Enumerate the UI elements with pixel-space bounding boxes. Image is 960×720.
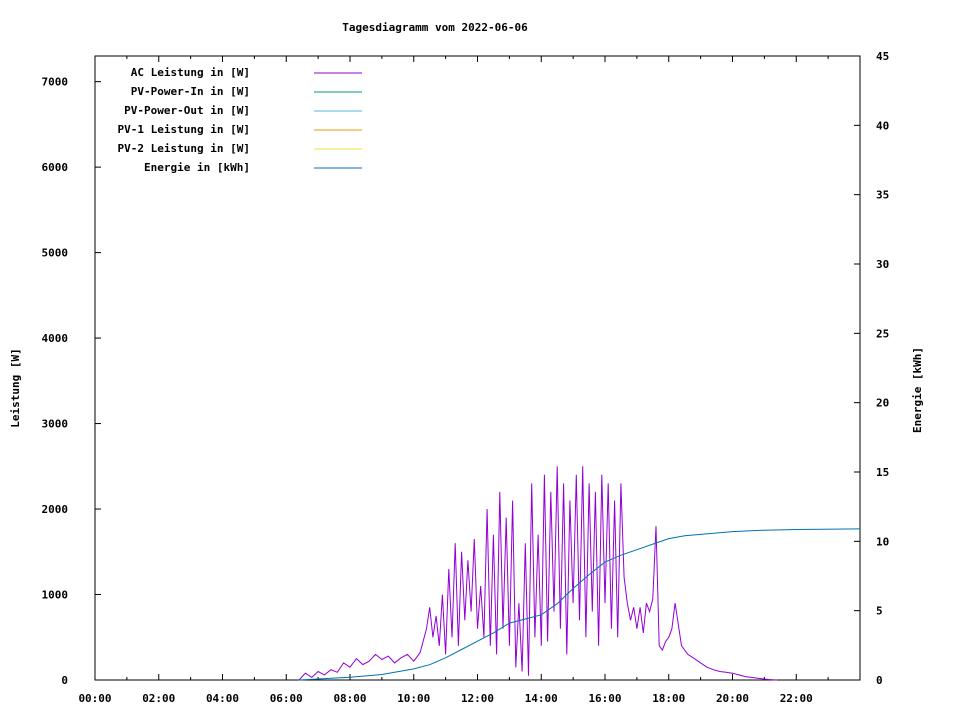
y-axis-right: 0 5 10 15 20 25 30 35 40 45 bbox=[854, 50, 889, 687]
y2-tick-label: 35 bbox=[876, 189, 889, 202]
x-tick-label: 06:00 bbox=[270, 692, 303, 705]
legend-label: PV-1 Leistung in [W] bbox=[118, 123, 250, 136]
y2-tick-label: 45 bbox=[876, 50, 889, 63]
y-tick-label: 7000 bbox=[42, 76, 69, 89]
legend-label: AC Leistung in [W] bbox=[131, 66, 250, 79]
y2-axis-label: Energie [kWh] bbox=[911, 347, 924, 433]
y-axis-left: 0 1000 2000 3000 4000 5000 6000 7000 bbox=[42, 76, 101, 687]
y2-tick-label: 30 bbox=[876, 258, 889, 271]
x-axis: 00:00 02:00 04:00 06:00 08:00 10:00 12:00 14:00… bbox=[78, 56, 861, 705]
y-tick-label: 3000 bbox=[42, 418, 69, 431]
y-axis-label: Leistung [W] bbox=[9, 348, 22, 427]
y2-tick-label: 25 bbox=[876, 327, 889, 340]
chart-title: Tagesdiagramm vom 2022-06-06 bbox=[342, 21, 528, 34]
x-tick-label: 12:00 bbox=[461, 692, 494, 705]
y-tick-label: 1000 bbox=[42, 589, 69, 602]
x-tick-label: 16:00 bbox=[588, 692, 621, 705]
x-tick-label: 08:00 bbox=[333, 692, 366, 705]
legend-label: Energie in [kWh] bbox=[144, 161, 250, 174]
y-tick-label: 2000 bbox=[42, 503, 69, 516]
x-tick-label: 18:00 bbox=[652, 692, 685, 705]
y2-tick-label: 15 bbox=[876, 466, 889, 479]
x-tick-label: 10:00 bbox=[397, 692, 430, 705]
x-tick-label: 22:00 bbox=[780, 692, 813, 705]
y2-tick-label: 0 bbox=[876, 674, 883, 687]
y-tick-label: 0 bbox=[61, 674, 68, 687]
legend-label: PV-2 Leistung in [W] bbox=[118, 142, 250, 155]
y2-tick-label: 10 bbox=[876, 535, 889, 548]
series-line-5 bbox=[298, 528, 861, 681]
legend-label: PV-Power-In in [W] bbox=[131, 85, 250, 98]
y-tick-label: 5000 bbox=[42, 247, 69, 260]
legend-label: PV-Power-Out in [W] bbox=[124, 104, 250, 117]
y2-tick-label: 20 bbox=[876, 397, 889, 410]
y2-tick-label: 40 bbox=[876, 119, 889, 132]
x-tick-label: 20:00 bbox=[716, 692, 749, 705]
series-line-0 bbox=[298, 466, 778, 681]
x-tick-label: 14:00 bbox=[525, 692, 558, 705]
x-tick-label: 00:00 bbox=[78, 692, 111, 705]
legend: AC Leistung in [W] PV-Power-In in [W] PV-P… bbox=[118, 66, 362, 174]
series-lines bbox=[298, 466, 861, 681]
y-tick-label: 4000 bbox=[42, 332, 69, 345]
y2-tick-label: 5 bbox=[876, 605, 883, 618]
x-tick-label: 02:00 bbox=[142, 692, 175, 705]
y-tick-label: 6000 bbox=[42, 161, 69, 174]
x-tick-label: 04:00 bbox=[206, 692, 239, 705]
